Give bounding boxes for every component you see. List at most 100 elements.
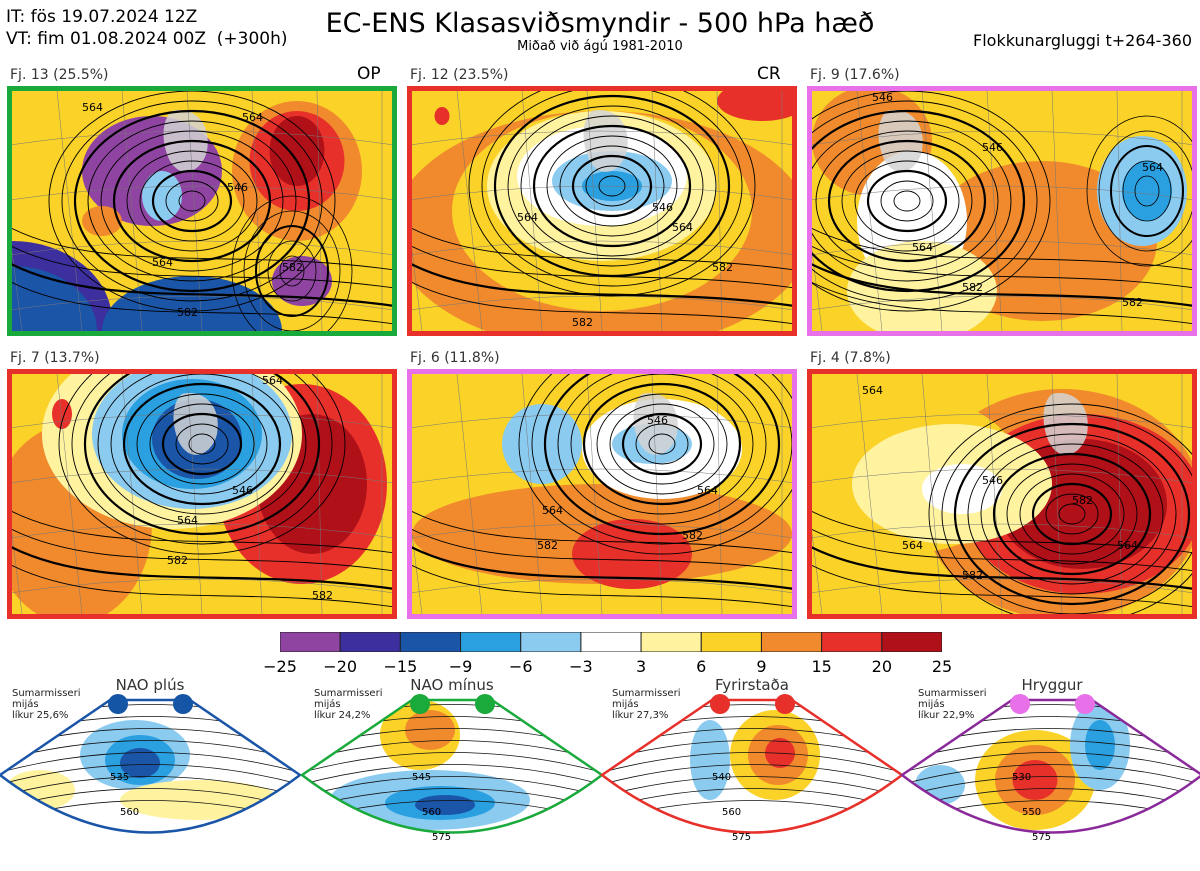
- valid-time: VT: fim 01.08.2024 00Z (+300h): [6, 29, 288, 49]
- height-contour: [812, 120, 1012, 282]
- regime-anomaly: [120, 748, 160, 778]
- regime-climatology: mijás: [612, 699, 639, 710]
- contour-label: 564: [242, 111, 263, 124]
- height-contour: [1019, 473, 1125, 555]
- contour-label: 564: [517, 211, 538, 224]
- regime-info: Sumarmisseri mijás líkur 24,2%: [314, 688, 382, 721]
- graticule-line: [456, 91, 483, 331]
- regime-maps: 535 560 545 560 575 540 560 575 530 550 575: [0, 694, 1200, 861]
- height-contour: [812, 245, 1192, 289]
- height-contour: [139, 160, 245, 242]
- colorbar-swatch: [640, 631, 702, 653]
- height-contour: [97, 374, 307, 525]
- height-contour: [518, 374, 792, 555]
- contour-label: 564: [82, 101, 103, 114]
- height-contour: [178, 190, 206, 212]
- cluster-map-panel[interactable]: 564 564 546 564 582 582: [7, 86, 397, 336]
- height-contour: [73, 109, 311, 293]
- height-contour: [928, 403, 1192, 614]
- anomaly-area: [922, 464, 1002, 514]
- cluster-map-panel[interactable]: 546 564 582 582 564: [7, 369, 397, 619]
- graticule-line: [412, 578, 792, 593]
- colorbar-tick-label: 3: [635, 657, 647, 676]
- anomaly-area: [142, 171, 182, 221]
- anomaly-area: [717, 91, 792, 121]
- height-contour: [1098, 130, 1192, 252]
- graticule-line: [56, 374, 83, 614]
- regime-dot: [1010, 694, 1030, 714]
- regime-dot: [1075, 694, 1095, 714]
- contour-label: 582: [177, 306, 198, 319]
- graticule-line: [812, 531, 823, 614]
- graticule-line: [812, 578, 1192, 593]
- regime-climatology: mijás: [918, 699, 945, 710]
- cluster-map-panel[interactable]: 564 546 564 564 582 582: [807, 369, 1197, 619]
- height-contour: [412, 510, 792, 554]
- height-contour: [1122, 160, 1172, 222]
- height-contour: [481, 91, 743, 287]
- cluster-map-panel[interactable]: 546 564 564 582 582: [407, 369, 797, 619]
- colorbar-swatch: [821, 631, 883, 653]
- height-contour: [812, 263, 1192, 307]
- greenland-land: [633, 393, 678, 455]
- colorbar-swatch: [881, 631, 943, 653]
- regime-border: [899, 698, 1200, 834]
- regime-contour: [902, 776, 1200, 800]
- graticule-line: [12, 240, 392, 255]
- height-contour: [812, 91, 1051, 312]
- panel-label: Fj. 6 (11.8%): [410, 350, 500, 366]
- regime-probability: líkur 24,2%: [314, 710, 371, 721]
- regime-anomaly: [1015, 849, 1045, 861]
- colorbar-swatch: [760, 631, 823, 653]
- graticule-line: [856, 374, 883, 614]
- regime-contour: [0, 752, 300, 776]
- height-contour: [468, 91, 756, 297]
- panel-label: Fj. 7 (13.7%): [10, 350, 100, 366]
- anomaly-area: [52, 399, 72, 429]
- height-contour: [188, 433, 216, 455]
- colorbar-tick-label: −15: [383, 657, 418, 676]
- regime-info: Sumarmisseri mijás líkur 25,6%: [12, 688, 80, 721]
- colorbar-tick-label: 9: [756, 657, 767, 676]
- graticule-line: [412, 531, 423, 614]
- height-contour: [255, 225, 329, 317]
- height-contour: [980, 443, 1164, 585]
- height-contour: [520, 115, 704, 257]
- height-contour: [570, 374, 754, 515]
- cluster-map-panel[interactable]: 564 546 564 582 582: [407, 86, 797, 336]
- regime-contour-label: 535: [110, 772, 129, 783]
- height-contour: [648, 433, 676, 455]
- contour-label: 546: [982, 474, 1003, 487]
- height-contour: [122, 382, 282, 506]
- panel-tag: CR: [757, 64, 781, 84]
- height-contour: [12, 528, 392, 572]
- regime-anomaly: [405, 710, 455, 750]
- graticule-line: [12, 468, 392, 483]
- header-info: IT: fös 19.07.2024 12Z VT: fim 01.08.202…: [6, 6, 288, 50]
- regime-anomaly: [120, 780, 280, 820]
- height-contour: [12, 546, 392, 590]
- height-contour: [812, 564, 1192, 608]
- regime-title: Fyrirstaða: [715, 676, 789, 694]
- height-contour: [1006, 463, 1138, 565]
- regime-contour: [0, 764, 300, 788]
- graticule-line: [56, 91, 83, 331]
- greenland-land: [173, 393, 218, 455]
- contour-label: 582: [712, 261, 733, 274]
- graticule-line: [316, 91, 323, 331]
- regime-climatology: mijás: [12, 699, 39, 710]
- regime-contour-label: 530: [1012, 772, 1031, 783]
- regime-contour-label: 575: [1032, 832, 1051, 843]
- height-contour: [582, 382, 742, 506]
- contour-label: 582: [537, 539, 558, 552]
- colorbar-tick-label: 6: [696, 657, 707, 676]
- colorbar-swatch: [580, 631, 642, 653]
- cluster-map-panel[interactable]: 546 546 564 582 582 564: [807, 86, 1197, 336]
- height-contour: [126, 150, 258, 252]
- contour-label: 582: [682, 529, 703, 542]
- contour-label: 582: [1122, 296, 1143, 309]
- panel-label: Fj. 4 (7.8%): [810, 350, 891, 366]
- height-contour: [1086, 115, 1192, 267]
- regime-anomaly: [1012, 760, 1058, 800]
- colorbar: [279, 631, 943, 653]
